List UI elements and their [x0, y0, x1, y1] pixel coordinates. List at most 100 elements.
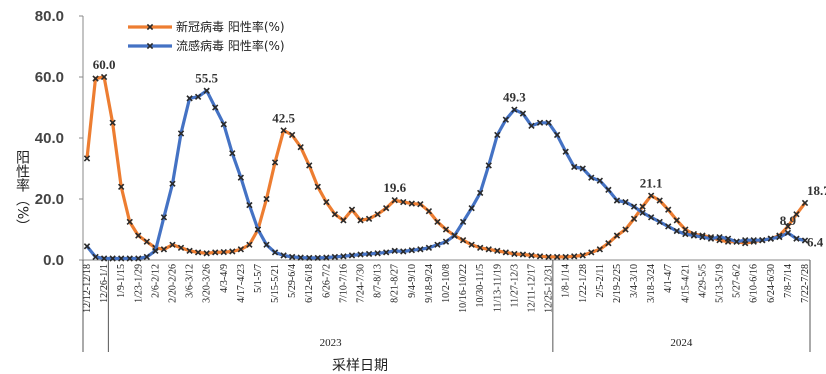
point	[442, 238, 450, 245]
point	[160, 246, 168, 253]
point	[417, 201, 424, 208]
point	[331, 253, 339, 261]
point	[160, 214, 168, 221]
point	[588, 174, 595, 181]
point	[83, 155, 91, 162]
x-tick-label: 1/9-1/15	[116, 264, 127, 298]
point	[647, 214, 655, 221]
point	[280, 252, 287, 259]
point	[383, 204, 390, 212]
point	[297, 143, 304, 151]
point	[596, 177, 604, 184]
data-label: 49.3	[503, 90, 526, 105]
point	[665, 206, 672, 213]
point	[391, 197, 398, 204]
point	[459, 237, 467, 244]
point	[502, 116, 509, 123]
point	[536, 253, 544, 260]
point	[596, 246, 604, 253]
y-tick-label: 20.0	[35, 191, 64, 208]
data-label: 42.5	[272, 110, 295, 125]
point	[485, 162, 492, 169]
point	[417, 246, 424, 253]
x-tick-label: 2/19-2/25	[612, 264, 623, 303]
y-tick-label: 40.0	[35, 130, 64, 147]
x-tick-label: 6/26-7/2	[321, 264, 332, 298]
x-tick-label: 6/10-6/16	[749, 264, 760, 303]
x-tick-label: 12/25-12/31	[544, 264, 555, 313]
point	[434, 218, 441, 226]
y-axis-label: 阳性率（%）	[14, 150, 30, 233]
point	[374, 250, 381, 257]
point	[605, 186, 612, 194]
legend-label: 流感病毒 阳性率(%)	[176, 38, 285, 53]
point	[365, 250, 373, 258]
data-label: 8.9	[780, 213, 797, 228]
legend-label: 新冠病毒 阳性率(%)	[176, 19, 285, 34]
point	[759, 237, 766, 244]
point	[468, 241, 475, 248]
point	[374, 211, 381, 218]
point	[348, 206, 356, 213]
data-label: 19.6	[383, 180, 406, 195]
legend-marker	[146, 42, 154, 50]
point	[622, 198, 629, 206]
point	[126, 255, 133, 262]
year-label: 2024	[670, 337, 693, 349]
point	[194, 249, 202, 256]
point	[408, 200, 415, 207]
point	[630, 203, 638, 210]
point	[263, 241, 270, 248]
point	[220, 121, 227, 128]
point	[605, 240, 612, 247]
point	[494, 131, 501, 139]
point	[553, 253, 561, 261]
x-tick-label: 11/27-12/3	[509, 264, 520, 308]
y-tick-label: 60.0	[35, 69, 64, 86]
point	[459, 218, 467, 226]
x-tick-label: 7/8-7/14	[783, 264, 794, 298]
point	[297, 254, 304, 261]
point	[477, 189, 484, 197]
point	[716, 233, 723, 241]
x-tick-label: 12/12-12/18	[82, 264, 93, 313]
point	[511, 250, 518, 258]
point	[143, 253, 150, 261]
point	[229, 150, 236, 157]
point	[92, 253, 99, 261]
point	[468, 204, 475, 212]
point	[280, 127, 287, 134]
point	[306, 254, 313, 262]
point	[203, 87, 210, 94]
point	[502, 249, 509, 256]
point	[485, 246, 492, 253]
point	[109, 119, 116, 126]
x-tick-label: 7/22-7/28	[800, 264, 811, 303]
point	[673, 217, 680, 224]
point	[306, 162, 313, 169]
data-label: 60.0	[93, 57, 116, 72]
point	[400, 248, 407, 255]
point	[656, 218, 663, 226]
x-tick-label: 10/16-10/22	[458, 264, 469, 313]
point	[271, 159, 279, 166]
point	[767, 235, 774, 242]
x-tick-label: 6/12-6/18	[304, 264, 315, 303]
x-axis-label: 采样日期	[332, 358, 388, 374]
point	[682, 230, 689, 238]
point	[186, 95, 193, 102]
point	[357, 217, 364, 224]
point	[229, 248, 236, 255]
point	[314, 254, 321, 262]
x-tick-label: 4/15-4/21	[680, 264, 691, 303]
point	[203, 250, 210, 257]
point	[212, 249, 219, 256]
point	[348, 252, 356, 259]
point	[613, 197, 621, 204]
point	[776, 233, 783, 241]
x-tick-label: 9/4-9/10	[407, 264, 418, 298]
point	[588, 249, 595, 256]
point	[391, 247, 398, 255]
point	[254, 226, 262, 233]
point	[212, 104, 219, 111]
